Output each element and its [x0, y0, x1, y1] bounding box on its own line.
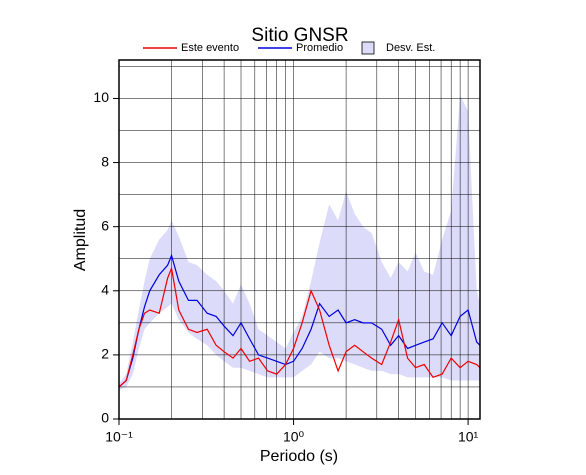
x-tick-label: 10⁰ — [283, 429, 305, 445]
series-line — [118, 253, 481, 388]
plot-frame — [118, 59, 481, 420]
y-tick-label: 6 — [101, 217, 109, 233]
y-tick-label: 0 — [101, 410, 109, 426]
y-axis-label: Amplitud — [72, 209, 89, 271]
chart-title: Sitio GNSR — [251, 25, 348, 46]
y-tick-label: 10 — [93, 89, 109, 105]
y-tick-label: 8 — [101, 153, 109, 169]
y-tick-label: 2 — [101, 346, 109, 362]
legend-label: Desv. Est. — [386, 42, 435, 54]
legend-swatch — [361, 41, 375, 55]
legend-label: Promedio — [296, 42, 343, 54]
legend-label: Este evento — [181, 42, 239, 54]
series-line — [118, 266, 481, 388]
std-band — [119, 95, 480, 391]
x-tick-label: 10⁻¹ — [105, 429, 133, 445]
y-tick-label: 4 — [101, 281, 109, 297]
x-axis-label: Periodo (s) — [260, 448, 338, 465]
x-tick-label: 10¹ — [458, 429, 479, 445]
